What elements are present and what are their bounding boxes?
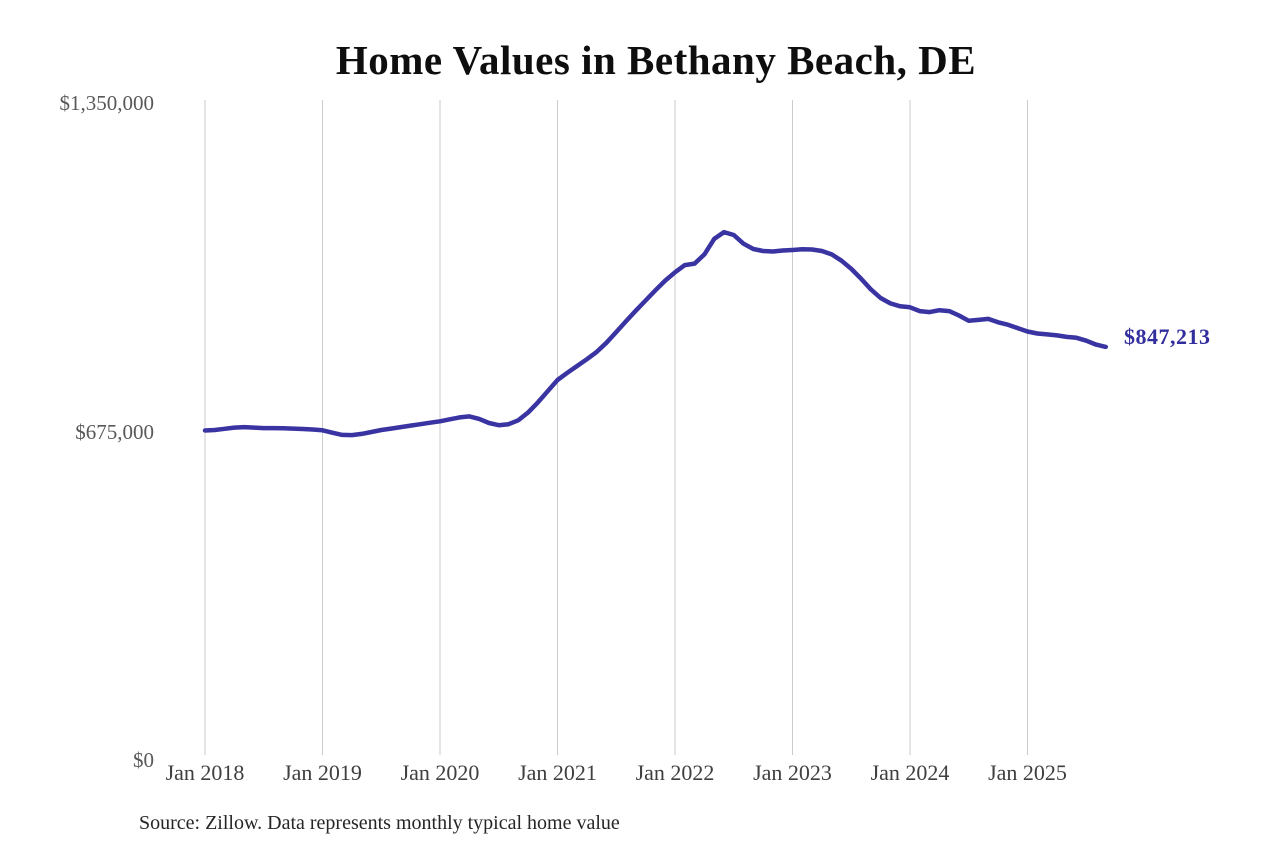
chart-title: Home Values in Bethany Beach, DE [335,37,977,83]
x-tick-label-jan-2024: Jan 2024 [870,760,950,785]
x-tick-label-jan-2019: Jan 2019 [283,760,362,785]
x-tick-label-jan-2021: Jan 2021 [518,760,597,785]
x-tick-label-jan-2025: Jan 2025 [988,760,1067,785]
y-tick-label-1350000: $1,350,000 [59,91,155,115]
x-tick-label-jan-2020: Jan 2020 [400,760,480,785]
home-value-line [202,229,1109,438]
y-tick-label-0: $0 [133,748,154,772]
x-tick-label-jan-2018: Jan 2018 [165,760,245,785]
y-tick-label-675000: $675,000 [75,420,154,444]
x-tick-label-jan-2023: Jan 2023 [753,760,832,785]
latest-value-label: $847,213 [1124,324,1211,349]
x-tick-label-jan-2022: Jan 2022 [635,760,715,785]
source-note: Source: Zillow. Data represents monthly … [139,812,620,834]
